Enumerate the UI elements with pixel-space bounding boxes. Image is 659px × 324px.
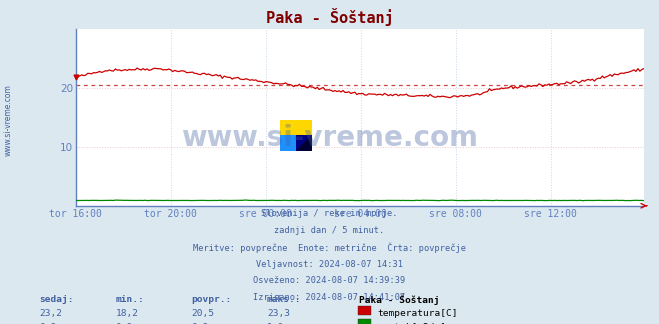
Text: pretok[m3/s]: pretok[m3/s] xyxy=(378,323,447,324)
Text: 0,9: 0,9 xyxy=(115,323,132,324)
Text: www.si-vreme.com: www.si-vreme.com xyxy=(181,124,478,152)
Text: 0,9: 0,9 xyxy=(191,323,208,324)
Text: 0,9: 0,9 xyxy=(40,323,57,324)
Text: 1,0: 1,0 xyxy=(267,323,284,324)
Text: temperatura[C]: temperatura[C] xyxy=(378,309,458,318)
Text: 23,2: 23,2 xyxy=(40,309,63,318)
Text: Slovenija / reke in morje.: Slovenija / reke in morje. xyxy=(261,209,398,218)
Text: 18,2: 18,2 xyxy=(115,309,138,318)
Polygon shape xyxy=(280,135,296,151)
Text: 23,3: 23,3 xyxy=(267,309,290,318)
Text: povpr.:: povpr.: xyxy=(191,295,231,304)
Text: Paka - Šoštanj: Paka - Šoštanj xyxy=(359,295,440,305)
Text: Veljavnost: 2024-08-07 14:31: Veljavnost: 2024-08-07 14:31 xyxy=(256,260,403,269)
Bar xyxy=(280,120,312,135)
Text: 20,5: 20,5 xyxy=(191,309,214,318)
Text: Izrisano: 2024-08-07 14:41:07: Izrisano: 2024-08-07 14:41:07 xyxy=(253,293,406,302)
Polygon shape xyxy=(296,135,312,151)
Text: zadnji dan / 5 minut.: zadnji dan / 5 minut. xyxy=(274,226,385,235)
Polygon shape xyxy=(296,135,312,151)
Text: min.:: min.: xyxy=(115,295,144,304)
Text: www.si-vreme.com: www.si-vreme.com xyxy=(3,84,13,156)
Text: Meritve: povprečne  Enote: metrične  Črta: povprečje: Meritve: povprečne Enote: metrične Črta:… xyxy=(193,243,466,253)
Text: Osveženo: 2024-08-07 14:39:39: Osveženo: 2024-08-07 14:39:39 xyxy=(253,276,406,285)
Bar xyxy=(280,135,312,151)
Text: Paka - Šoštanj: Paka - Šoštanj xyxy=(266,8,393,26)
Text: maks.:: maks.: xyxy=(267,295,301,304)
Polygon shape xyxy=(280,120,312,135)
Text: sedaj:: sedaj: xyxy=(40,295,74,304)
